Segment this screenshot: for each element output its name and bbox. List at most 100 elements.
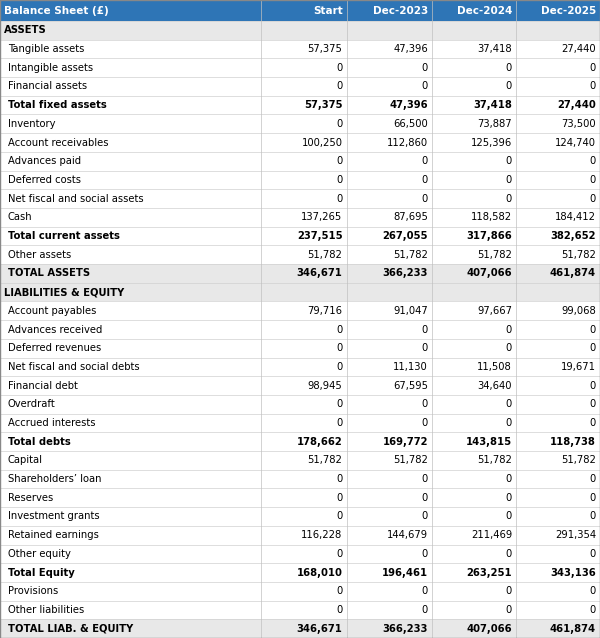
Text: 0: 0 bbox=[590, 474, 596, 484]
Text: Account receivables: Account receivables bbox=[8, 138, 109, 147]
Text: Reserves: Reserves bbox=[8, 493, 53, 503]
Bar bbox=[0, 208, 600, 226]
Text: 0: 0 bbox=[590, 512, 596, 521]
Text: 184,412: 184,412 bbox=[555, 212, 596, 222]
Bar bbox=[0, 264, 600, 283]
Text: 19,671: 19,671 bbox=[561, 362, 596, 372]
Text: 0: 0 bbox=[422, 493, 428, 503]
Text: LIABILITIES & EQUITY: LIABILITIES & EQUITY bbox=[4, 287, 124, 297]
Text: 0: 0 bbox=[336, 82, 343, 91]
Text: 125,396: 125,396 bbox=[471, 138, 512, 147]
Text: 0: 0 bbox=[506, 156, 512, 167]
Text: 0: 0 bbox=[506, 474, 512, 484]
Text: 461,874: 461,874 bbox=[550, 269, 596, 278]
Text: 51,782: 51,782 bbox=[477, 456, 512, 465]
Text: 118,582: 118,582 bbox=[471, 212, 512, 222]
Text: Advances paid: Advances paid bbox=[8, 156, 81, 167]
Text: Other liabilities: Other liabilities bbox=[8, 605, 84, 615]
Text: 73,887: 73,887 bbox=[478, 119, 512, 129]
Text: 0: 0 bbox=[506, 175, 512, 185]
Bar bbox=[0, 563, 600, 582]
Bar bbox=[0, 133, 600, 152]
Text: TOTAL ASSETS: TOTAL ASSETS bbox=[8, 269, 90, 278]
Text: 79,716: 79,716 bbox=[308, 306, 343, 316]
Text: Investment grants: Investment grants bbox=[8, 512, 100, 521]
Text: Deferred revenues: Deferred revenues bbox=[8, 343, 101, 353]
Text: 0: 0 bbox=[590, 418, 596, 428]
Text: Total debts: Total debts bbox=[8, 436, 71, 447]
Text: 98,945: 98,945 bbox=[308, 381, 343, 390]
Bar bbox=[0, 189, 600, 208]
Text: Account payables: Account payables bbox=[8, 306, 97, 316]
Bar bbox=[0, 40, 600, 59]
Text: 382,652: 382,652 bbox=[551, 231, 596, 241]
Text: 0: 0 bbox=[336, 512, 343, 521]
Text: 0: 0 bbox=[336, 63, 343, 73]
Text: 0: 0 bbox=[422, 512, 428, 521]
Text: 47,396: 47,396 bbox=[389, 100, 428, 110]
Text: 0: 0 bbox=[422, 193, 428, 204]
Text: 97,667: 97,667 bbox=[477, 306, 512, 316]
Text: 407,066: 407,066 bbox=[466, 269, 512, 278]
Text: 0: 0 bbox=[422, 418, 428, 428]
Text: 291,354: 291,354 bbox=[555, 530, 596, 540]
Text: 11,508: 11,508 bbox=[477, 362, 512, 372]
Text: 143,815: 143,815 bbox=[466, 436, 512, 447]
Text: Advances received: Advances received bbox=[8, 325, 103, 334]
Text: 0: 0 bbox=[590, 193, 596, 204]
Text: Overdraft: Overdraft bbox=[8, 399, 56, 410]
Text: 99,068: 99,068 bbox=[561, 306, 596, 316]
Text: 0: 0 bbox=[506, 605, 512, 615]
Text: 0: 0 bbox=[422, 399, 428, 410]
Text: 317,866: 317,866 bbox=[466, 231, 512, 241]
Text: Start: Start bbox=[313, 6, 343, 15]
Text: 27,440: 27,440 bbox=[557, 100, 596, 110]
Text: Other assets: Other assets bbox=[8, 249, 71, 260]
Text: 0: 0 bbox=[336, 474, 343, 484]
Bar bbox=[0, 0, 600, 21]
Text: 0: 0 bbox=[336, 193, 343, 204]
Text: 47,396: 47,396 bbox=[393, 44, 428, 54]
Bar bbox=[0, 339, 600, 357]
Text: 0: 0 bbox=[590, 175, 596, 185]
Text: 0: 0 bbox=[336, 156, 343, 167]
Text: 66,500: 66,500 bbox=[393, 119, 428, 129]
Text: 0: 0 bbox=[506, 512, 512, 521]
Text: 169,772: 169,772 bbox=[383, 436, 428, 447]
Text: 0: 0 bbox=[336, 605, 343, 615]
Text: Deferred costs: Deferred costs bbox=[8, 175, 81, 185]
Bar bbox=[0, 21, 600, 40]
Text: 0: 0 bbox=[506, 586, 512, 597]
Text: 346,671: 346,671 bbox=[296, 624, 343, 634]
Text: 0: 0 bbox=[506, 549, 512, 559]
Text: ASSETS: ASSETS bbox=[4, 26, 47, 35]
Text: 0: 0 bbox=[422, 549, 428, 559]
Text: 178,662: 178,662 bbox=[297, 436, 343, 447]
Text: Total Equity: Total Equity bbox=[8, 568, 75, 577]
Text: Tangible assets: Tangible assets bbox=[8, 44, 85, 54]
Text: 0: 0 bbox=[422, 82, 428, 91]
Text: 0: 0 bbox=[590, 586, 596, 597]
Text: 196,461: 196,461 bbox=[382, 568, 428, 577]
Bar bbox=[0, 619, 600, 638]
Text: 37,418: 37,418 bbox=[478, 44, 512, 54]
Text: 168,010: 168,010 bbox=[296, 568, 343, 577]
Text: 57,375: 57,375 bbox=[304, 100, 343, 110]
Text: 0: 0 bbox=[422, 156, 428, 167]
Text: 0: 0 bbox=[590, 343, 596, 353]
Text: 0: 0 bbox=[590, 156, 596, 167]
Bar bbox=[0, 600, 600, 619]
Text: 0: 0 bbox=[336, 119, 343, 129]
Text: 0: 0 bbox=[336, 362, 343, 372]
Text: Balance Sheet (£): Balance Sheet (£) bbox=[4, 6, 109, 15]
Text: Total current assets: Total current assets bbox=[8, 231, 120, 241]
Text: Total fixed assets: Total fixed assets bbox=[8, 100, 107, 110]
Text: 0: 0 bbox=[590, 63, 596, 73]
Text: 0: 0 bbox=[336, 493, 343, 503]
Text: 0: 0 bbox=[590, 605, 596, 615]
Text: 118,738: 118,738 bbox=[550, 436, 596, 447]
Bar bbox=[0, 544, 600, 563]
Text: 0: 0 bbox=[506, 193, 512, 204]
Text: 0: 0 bbox=[590, 325, 596, 334]
Text: 0: 0 bbox=[422, 586, 428, 597]
